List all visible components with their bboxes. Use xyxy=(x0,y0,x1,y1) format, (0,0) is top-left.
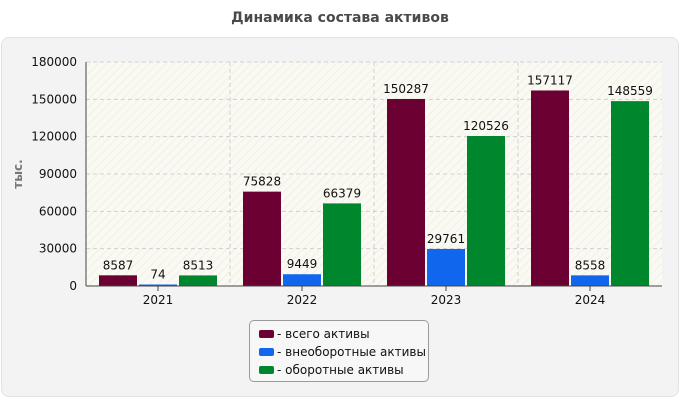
data-label: 157117 xyxy=(527,73,573,87)
bar-2022-s2 xyxy=(323,203,361,286)
data-label: 29761 xyxy=(427,232,465,246)
y-tick-label: 180000 xyxy=(31,55,77,69)
legend-label-noncurrent: - внеоборотные активы xyxy=(277,345,426,359)
bar-2022-s1 xyxy=(283,274,321,286)
data-label: 148559 xyxy=(607,84,653,98)
data-label: 9449 xyxy=(287,257,318,271)
bar-2024-s0 xyxy=(531,90,569,286)
bar-2021-s2 xyxy=(179,275,217,286)
y-tick-label: 150000 xyxy=(31,92,77,106)
bar-2024-s1 xyxy=(571,275,609,286)
y-axis-label: тыс. xyxy=(11,159,25,188)
y-tick-label: 60000 xyxy=(39,204,77,218)
data-label: 75828 xyxy=(243,175,281,189)
x-tick-label: 2022 xyxy=(287,293,318,307)
data-label: 120526 xyxy=(463,119,509,133)
bar-2022-s0 xyxy=(243,191,281,286)
y-tick-label: 120000 xyxy=(31,130,77,144)
x-tick-label: 2023 xyxy=(431,293,462,307)
legend-item-current: - оборотные активы xyxy=(259,361,428,379)
data-label: 66379 xyxy=(323,186,361,200)
x-tick-label: 2024 xyxy=(575,293,606,307)
legend-item-noncurrent: - внеоборотные активы xyxy=(259,343,428,361)
data-label: 8558 xyxy=(575,258,606,272)
y-tick-label: 90000 xyxy=(39,167,77,181)
legend: - всего активы - внеоборотные активы - о… xyxy=(249,320,429,382)
bar-2023-s0 xyxy=(387,98,425,286)
bar-2023-s1 xyxy=(427,248,465,286)
bar-2021-s1 xyxy=(139,284,177,286)
legend-item-total: - всего активы xyxy=(259,325,428,343)
data-label: 74 xyxy=(150,268,165,282)
legend-label-total: - всего активы xyxy=(277,327,370,341)
bar-2023-s2 xyxy=(467,136,505,286)
legend-label-current: - оборотные активы xyxy=(277,363,404,377)
legend-swatch-noncurrent xyxy=(259,348,274,356)
y-tick-label: 30000 xyxy=(39,242,77,256)
data-label: 8587 xyxy=(103,258,134,272)
data-label: 150287 xyxy=(383,82,429,96)
y-tick-label: 0 xyxy=(69,279,77,293)
legend-swatch-current xyxy=(259,366,274,374)
bar-2021-s0 xyxy=(99,275,137,286)
legend-swatch-total xyxy=(259,330,274,338)
x-tick-label: 2021 xyxy=(143,293,174,307)
bar-2024-s2 xyxy=(611,101,649,286)
data-label: 8513 xyxy=(183,258,214,272)
chart-title: Динамика состава активов xyxy=(231,10,449,26)
